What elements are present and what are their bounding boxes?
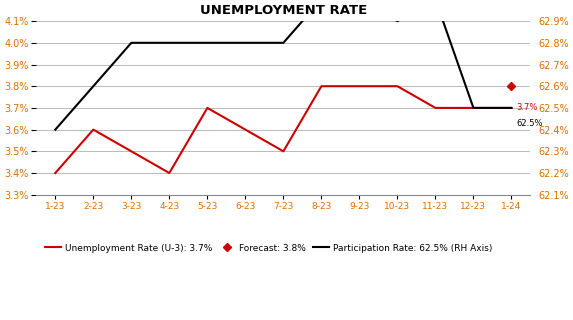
Text: 62.5%: 62.5% (516, 119, 543, 128)
Text: 3.7%: 3.7% (516, 103, 537, 112)
Legend: Unemployment Rate (U-3): 3.7%, Forecast: 3.8%, Participation Rate: 62.5% (RH Axi: Unemployment Rate (U-3): 3.7%, Forecast:… (41, 240, 496, 256)
Title: UNEMPLOYMENT RATE: UNEMPLOYMENT RATE (200, 4, 367, 17)
